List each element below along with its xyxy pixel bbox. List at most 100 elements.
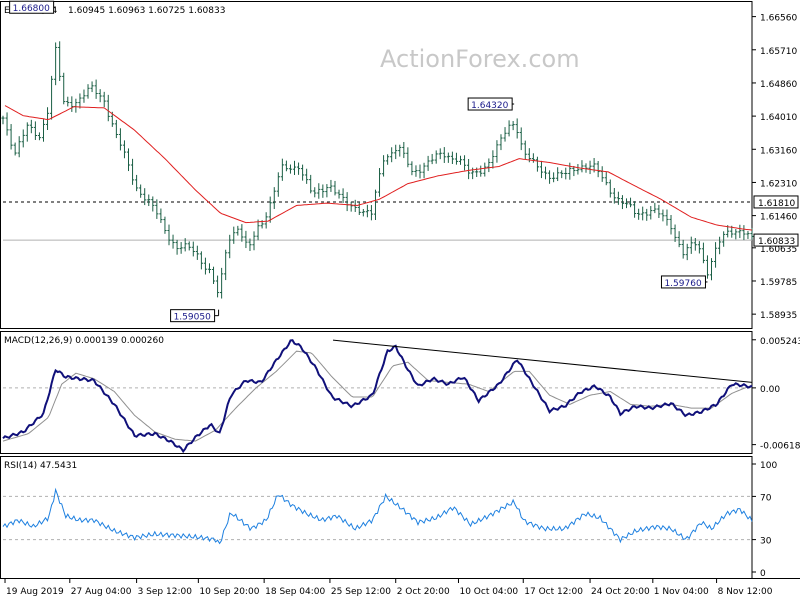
price-bar [49, 75, 54, 120]
price-bar [462, 155, 467, 171]
rsi-tick-label: 30 [760, 537, 772, 547]
price-bar [224, 249, 228, 281]
price-bar [191, 241, 195, 257]
price-bar [159, 208, 163, 223]
panel-frame-0 [0, 1, 753, 329]
price-tick-label: 1.58935 [760, 311, 797, 321]
price-bar [705, 255, 710, 279]
price-bar [390, 147, 394, 163]
price-bar [268, 196, 272, 223]
rsi-line [2, 487, 753, 545]
price-bar [624, 198, 629, 209]
price-bar [588, 160, 592, 175]
price-bar [292, 160, 297, 175]
price-bar [373, 189, 378, 221]
price-bar [207, 263, 212, 274]
price-bar [487, 158, 491, 173]
price-bar [365, 204, 369, 218]
price-bar [446, 152, 450, 163]
price-bar [175, 239, 179, 255]
callout-label: 1.64320 [471, 101, 508, 111]
price-bar [422, 162, 426, 179]
price-bar [746, 231, 750, 239]
price-bar [734, 229, 738, 240]
price-bar [248, 238, 252, 251]
price-bar [531, 153, 535, 163]
price-bar [252, 231, 256, 251]
price-bar [430, 153, 434, 165]
price-bar [171, 234, 175, 249]
ohlc-low: 1.60725 [145, 6, 185, 16]
price-bar [681, 239, 685, 259]
price-bar [45, 107, 50, 130]
price-bar [616, 191, 620, 205]
price-tick-label: 1.65710 [760, 47, 797, 57]
price-bar [685, 243, 689, 261]
price-bar [701, 242, 706, 264]
macd-trendline [332, 339, 753, 383]
panel-frame-1 [0, 331, 753, 454]
macd-tick-label: 0.00 [760, 385, 780, 395]
price-bar [637, 208, 641, 220]
callout-box [170, 309, 216, 323]
price-bar [377, 168, 382, 197]
x-tick-label: 3 Sep 12:00 [138, 587, 193, 597]
price-bar [333, 180, 337, 196]
ohlc-readout: 1.60945 1.60963 1.60725 1.60833 [68, 6, 225, 16]
macd-line [2, 339, 753, 454]
price-bar [556, 167, 560, 182]
price-bar [256, 219, 260, 241]
price-bar [535, 156, 540, 172]
price-bar [151, 196, 155, 212]
ohlc-close: 1.60833 [185, 6, 225, 16]
price-tick-label: 1.60635 [760, 245, 797, 255]
price-bar [511, 121, 515, 131]
price-bar [195, 245, 199, 260]
price-bar [584, 163, 588, 173]
panel-frame-2 [0, 456, 753, 579]
price-bar [325, 184, 329, 198]
price-bar [539, 160, 544, 179]
x-tick-label: 19 Aug 2019 [6, 587, 64, 597]
price-bar [645, 208, 649, 221]
price-bar [130, 158, 135, 185]
price-bar [276, 172, 280, 197]
price-bar [94, 79, 98, 99]
callout-label: 1.66800 [13, 4, 50, 14]
price-bar [434, 150, 438, 164]
price-bar [236, 225, 240, 236]
price-bar [240, 224, 244, 242]
price-bar [337, 189, 341, 199]
price-bar [507, 120, 511, 137]
price-bar [183, 238, 187, 252]
price-bar [98, 89, 102, 103]
price-tick-label: 1.64860 [760, 80, 797, 90]
price-bar [661, 209, 665, 222]
price-tick-label: 1.64010 [760, 113, 797, 123]
price-bar [62, 72, 66, 105]
price-bar [713, 242, 718, 268]
price-bar [381, 155, 386, 177]
price-bar [5, 112, 9, 136]
price-bar [491, 150, 495, 169]
price-bar [203, 257, 208, 275]
price-bar [503, 127, 507, 142]
price-bar [284, 160, 289, 172]
price-bar [361, 209, 365, 217]
price-bar [483, 162, 487, 177]
price-bar [244, 230, 248, 249]
price-bar [742, 225, 746, 241]
price-bar [54, 42, 58, 86]
price-bar [220, 267, 224, 299]
price-bar [596, 161, 600, 178]
rsi-tick-label: 100 [760, 461, 777, 471]
price-bar [604, 171, 608, 186]
price-bar [450, 151, 454, 164]
price-bar [653, 202, 657, 214]
price-bar [394, 144, 398, 160]
moving-average-line [4, 105, 753, 231]
price-bar [628, 197, 633, 208]
price-bar [426, 155, 430, 171]
price-bar [357, 202, 361, 215]
price-bar [17, 136, 21, 158]
